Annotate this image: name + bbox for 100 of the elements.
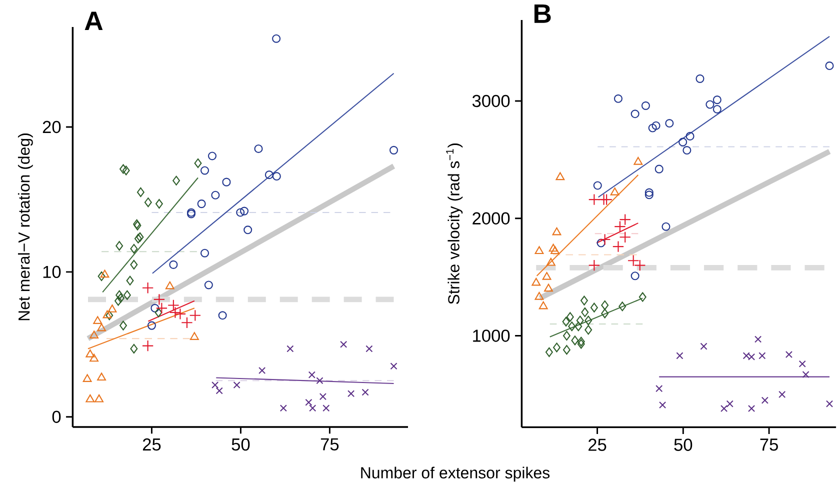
- point: [165, 281, 174, 290]
- point: [610, 187, 620, 196]
- chart-title: B: [534, 4, 551, 23]
- point: [200, 166, 210, 175]
- point: [596, 238, 606, 248]
- point: [652, 121, 660, 130]
- point: [155, 199, 163, 209]
- y-tick-label: 2000: [472, 212, 510, 224]
- point: [545, 347, 553, 357]
- point: [542, 272, 552, 280]
- point: [204, 280, 213, 290]
- point: [546, 258, 556, 266]
- point: [147, 321, 156, 330]
- point: [169, 306, 182, 318]
- point: [174, 308, 186, 320]
- x-tick-label: 75: [760, 438, 778, 451]
- point: [218, 311, 227, 320]
- point: [189, 310, 202, 322]
- point: [366, 345, 373, 352]
- point: [309, 404, 316, 412]
- point: [280, 404, 287, 412]
- x-tick-label: 25: [142, 438, 161, 451]
- y-axis-title: Net meral−V rotation (deg): [18, 134, 33, 320]
- point: [726, 400, 734, 408]
- point: [700, 342, 708, 350]
- point: [212, 381, 219, 389]
- y-tick-label: 10: [43, 266, 61, 278]
- point: [584, 325, 592, 335]
- point: [222, 178, 231, 186]
- point: [758, 352, 766, 360]
- point: [552, 227, 562, 236]
- y-axis-title: Strike velocity (rad s$^{−1}$): [446, 144, 463, 304]
- point: [90, 330, 99, 338]
- point: [712, 104, 722, 114]
- point: [754, 336, 762, 343]
- point: [340, 340, 348, 348]
- point: [116, 241, 124, 251]
- point: [588, 194, 600, 206]
- x-tick-label: 75: [320, 438, 339, 450]
- point: [93, 316, 102, 324]
- point: [566, 312, 574, 322]
- x-tick-label: 25: [588, 438, 606, 451]
- point: [577, 336, 585, 346]
- point: [665, 119, 674, 128]
- point: [142, 340, 154, 352]
- point: [168, 299, 180, 312]
- point: [598, 234, 611, 246]
- point: [588, 259, 600, 272]
- point: [156, 302, 168, 314]
- point: [678, 138, 688, 146]
- point: [550, 246, 560, 254]
- point: [712, 96, 722, 104]
- point: [538, 301, 548, 310]
- point: [630, 272, 640, 280]
- point: [86, 349, 95, 358]
- point: [390, 362, 398, 370]
- point: [130, 244, 138, 254]
- point: [802, 370, 810, 378]
- point: [117, 293, 124, 303]
- point: [316, 377, 324, 384]
- point: [108, 304, 117, 312]
- point: [120, 164, 127, 174]
- point: [778, 390, 786, 398]
- point: [362, 388, 369, 396]
- point: [90, 354, 99, 362]
- point: [308, 371, 316, 378]
- point: [142, 282, 154, 294]
- point: [154, 308, 162, 318]
- point: [102, 310, 112, 318]
- chart-title: A: [84, 12, 103, 30]
- point: [618, 302, 626, 312]
- point: [590, 302, 598, 312]
- point: [172, 176, 180, 186]
- point: [134, 234, 142, 244]
- point: [348, 390, 355, 398]
- point: [696, 74, 704, 83]
- point: [532, 278, 541, 286]
- x-tick-label: 50: [674, 438, 692, 451]
- point: [686, 132, 694, 140]
- point: [120, 320, 127, 330]
- point: [181, 316, 193, 329]
- point: [86, 394, 95, 402]
- point: [634, 156, 643, 165]
- point: [123, 290, 131, 300]
- point: [236, 208, 245, 217]
- point: [562, 316, 570, 326]
- point: [208, 152, 216, 160]
- y-tick-label: 1000: [473, 330, 510, 342]
- point: [122, 166, 130, 176]
- point: [571, 336, 579, 346]
- point: [534, 246, 544, 254]
- point: [194, 158, 202, 168]
- point: [116, 290, 124, 300]
- point: [150, 304, 160, 312]
- point: [190, 332, 199, 340]
- point: [825, 62, 834, 70]
- point: [630, 110, 640, 118]
- point: [130, 344, 138, 354]
- point: [136, 232, 144, 242]
- point: [574, 322, 582, 332]
